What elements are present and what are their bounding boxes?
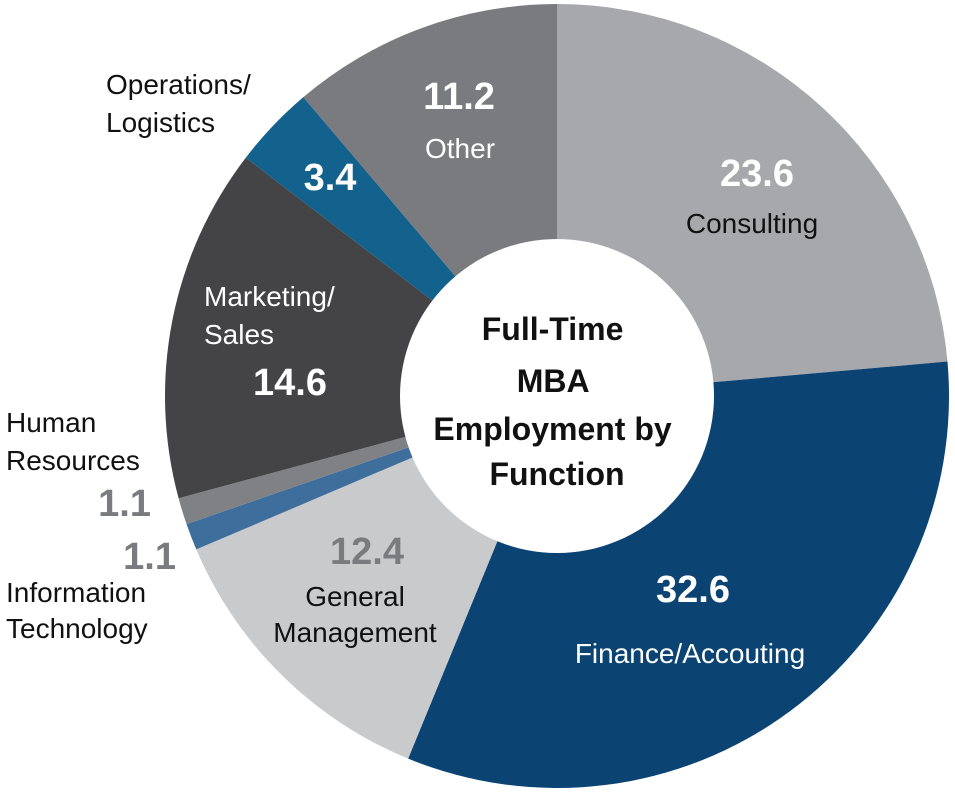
category-label-line: Management [273,617,437,648]
value-label-information-technology: 1.1 [123,536,176,578]
category-label-line: Sales [204,319,274,350]
category-label-line: Marketing/ [204,281,335,312]
chart-title-line-2: MBA [517,363,590,399]
category-label-line: Finance/Accouting [575,638,805,669]
value-label-consulting: 23.6 [720,153,794,195]
category-label-line: Human [6,407,96,438]
category-label-information-technology: Information Technology [6,577,148,644]
chart-title-line-3: Employment by [433,411,671,447]
category-label-line: Logistics [106,107,215,138]
center-hole [400,239,714,553]
value-label-operations-logistics: 3.4 [304,157,357,199]
chart-title-line-1: Full-Time [482,311,624,347]
category-label-line: Resources [6,445,140,476]
category-label-general-management: General Management [273,581,437,648]
chart-title-line-4: Function [489,456,624,492]
value-label-other: 11.2 [423,76,495,118]
value-label-general-management: 12.4 [330,531,404,573]
category-label-line: General [305,581,405,612]
category-label-marketing-sales: Marketing/Sales [204,281,335,350]
category-label-finance-accounting: Finance/Accouting [575,638,805,669]
chart-title: Full-Time MBA Employment by Function [433,311,680,492]
value-label-finance-accounting: 32.6 [656,569,730,611]
category-label-other: Other [425,133,495,164]
category-label-line: Other [425,133,495,164]
category-label-line: Operations/ [106,69,251,100]
category-label-operations-logistics: Operations/Logistics [106,69,251,138]
category-label-line: Technology [6,613,148,644]
category-label-line: Information [6,577,146,608]
category-label-line: Consulting [686,208,818,239]
slice-labels: 23.6 Consulting 32.6 Finance/Accouting 12.4 G… [6,69,818,669]
value-label-human-resources: 1.1 [98,483,151,525]
category-label-consulting: Consulting [686,208,818,239]
value-label-marketing-sales: 14.6 [253,362,327,404]
category-label-human-resources: Human Resources [6,407,140,476]
